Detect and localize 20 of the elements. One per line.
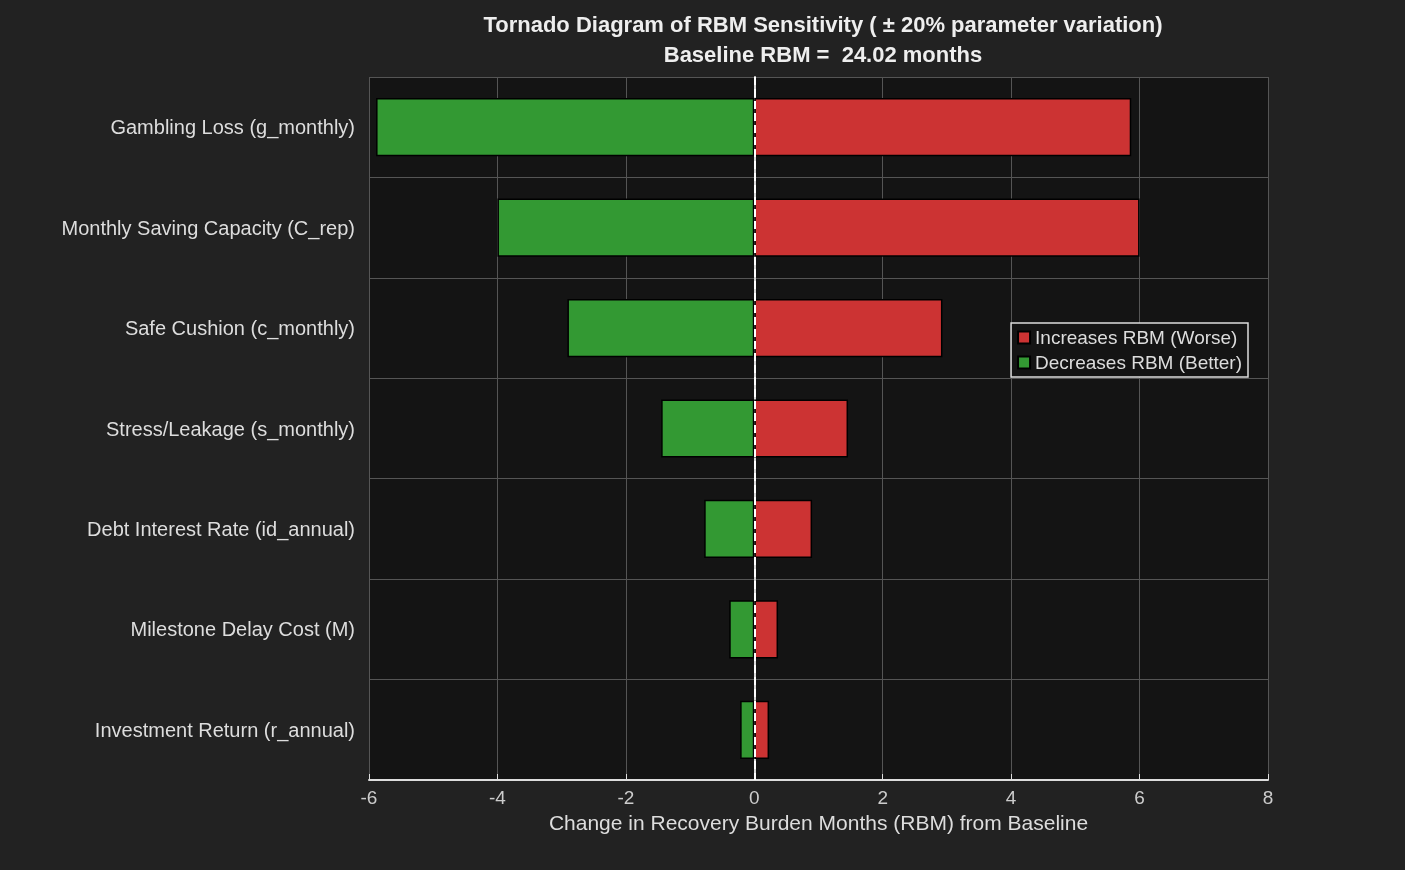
y-tick-label: Milestone Delay Cost (M) — [130, 618, 355, 641]
y-tick-label: Safe Cushion (c_monthly) — [124, 317, 355, 341]
legend-label: Decreases RBM (Better) — [1035, 352, 1243, 373]
y-tick-label: Debt Interest Rate (id_annual) — [87, 517, 355, 541]
y-tick-label: Monthly Saving Capacity (C_rep) — [61, 216, 355, 240]
y-tick-label: Investment Return (r_annual) — [94, 718, 355, 742]
x-tick-label: -6 — [360, 787, 378, 808]
legend-label: Increases RBM (Worse) — [1035, 327, 1238, 348]
x-tick-label: 8 — [1262, 787, 1274, 808]
chart-subtitle: Baseline RBM = 24.02 months — [663, 41, 983, 67]
x-tick-label: 2 — [877, 787, 888, 808]
y-tick-label: Stress/Leakage (s_monthly) — [105, 417, 355, 441]
x-tick-label: 4 — [1005, 787, 1017, 808]
x-tick-label: -4 — [488, 787, 507, 808]
chart-title: Tornado Diagram of RBM Sensitivity ( ± 20% parameter variation) — [483, 11, 1163, 37]
x-tick-label: 0 — [749, 787, 760, 808]
x-tick-label: 6 — [1134, 787, 1145, 808]
x-axis-title: Change in Recovery Burden Months (RBM) from Baseline — [548, 811, 1089, 834]
x-tick-label: -2 — [617, 787, 635, 808]
y-tick-label: Gambling Loss (g_monthly) — [110, 116, 355, 140]
